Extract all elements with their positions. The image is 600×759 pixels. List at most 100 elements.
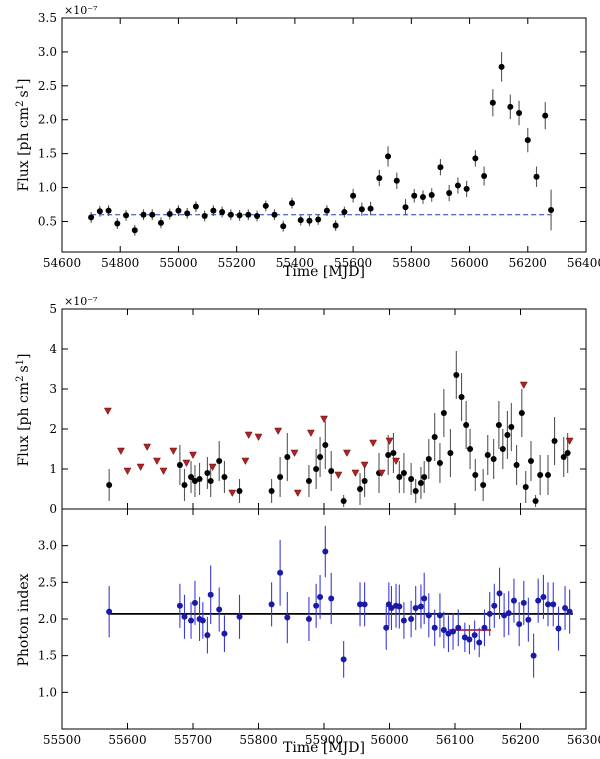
middle-y-label-end: ]: [16, 354, 32, 359]
bottom-x-axis-label: Time [MJD]: [283, 740, 365, 756]
top-y-tick-label: 1.0: [38, 181, 57, 195]
top-y-tick-label: 2.0: [38, 113, 57, 127]
upper-limit-marker: [290, 449, 299, 458]
bottom-x-tick-label: 55500: [43, 733, 81, 747]
top-flux-panel: 0.5 1.0 1.5 2.0 2.5 3.0 3.5 54600 54800 55000 5520…: [15, 4, 600, 280]
data-point: [428, 192, 435, 199]
middle-y-tick-label: 4: [49, 342, 57, 356]
data-point: [297, 217, 304, 224]
data-point: [357, 486, 364, 492]
data-point: [440, 410, 447, 416]
data-point: [417, 603, 424, 610]
data-point: [131, 227, 138, 234]
middle-y-tick-label: 5: [49, 302, 57, 316]
upper-limit-marker: [306, 429, 315, 438]
data-point: [530, 652, 537, 659]
data-point: [268, 488, 275, 494]
data-point: [284, 454, 291, 460]
data-point: [486, 610, 493, 617]
data-point: [149, 211, 156, 218]
bottom-x-tick-label: 55800: [239, 733, 277, 747]
upper-limit-marker: [565, 437, 574, 446]
top-x-tick-label: 56400: [567, 256, 600, 270]
data-point: [181, 613, 188, 620]
data-point: [454, 182, 461, 189]
data-point: [361, 478, 368, 484]
data-point: [419, 194, 426, 201]
data-point: [481, 624, 488, 631]
top-y-tick-label: 0.5: [38, 214, 57, 228]
data-point: [175, 207, 182, 214]
upper-limit-marker: [136, 463, 145, 472]
data-point: [408, 616, 415, 622]
top-x-tick-label: 55800: [392, 256, 430, 270]
data-point: [525, 616, 532, 623]
data-point: [491, 602, 498, 609]
data-point: [361, 601, 368, 608]
data-point: [236, 212, 243, 219]
upper-limit-marker: [274, 427, 283, 436]
middle-axis-ticks: 0 1 2 3 4 5: [49, 302, 587, 516]
upper-limit-marker: [189, 451, 197, 460]
upper-limit-marker: [244, 431, 253, 440]
data-point: [385, 452, 392, 458]
data-point: [445, 630, 452, 637]
top-x-tick-label: 55200: [218, 256, 256, 270]
data-point: [516, 621, 523, 628]
data-point: [207, 478, 214, 484]
bottom-x-tick-label: 56200: [501, 733, 539, 747]
middle-data-marks: [103, 351, 574, 507]
bottom-x-tick-label: 56100: [436, 733, 474, 747]
data-point: [450, 628, 457, 635]
upper-limit-marker: [343, 449, 351, 458]
data-point: [463, 422, 470, 428]
data-point: [277, 474, 284, 480]
bottom-x-tick-label: 55600: [108, 733, 146, 747]
data-point: [412, 488, 419, 494]
data-point: [367, 205, 374, 212]
top-y-axis-label: Flux [ph cm2 s1]: [15, 79, 32, 192]
data-point: [461, 634, 468, 641]
top-y-tick-label: 1.5: [38, 147, 57, 161]
data-point: [455, 624, 462, 631]
middle-plot-frame: [61, 308, 587, 510]
upper-limit-marker: [208, 463, 217, 472]
data-point: [106, 482, 113, 488]
data-point: [106, 608, 113, 615]
data-point: [436, 460, 443, 466]
data-point: [188, 617, 195, 624]
data-point: [305, 478, 312, 484]
upper-limit-marker: [320, 415, 328, 424]
data-point: [551, 438, 558, 444]
upper-limit-marker: [169, 447, 178, 456]
data-point: [481, 173, 488, 180]
data-point: [376, 175, 383, 182]
data-point: [388, 605, 395, 611]
middle-y-tick-label: 0: [49, 502, 57, 516]
data-point: [562, 605, 569, 611]
top-axis-ticks: 0.5 1.0 1.5 2.0 2.5 3.0 3.5 54600 54800 55000 5520…: [38, 11, 600, 270]
data-point: [564, 450, 571, 456]
top-exponent-label: ×10⁻⁷: [64, 4, 98, 17]
data-point: [322, 548, 329, 555]
data-point: [216, 458, 223, 464]
data-point: [254, 213, 261, 220]
data-point: [472, 155, 479, 162]
data-point: [513, 462, 520, 468]
top-x-axis-label: Time [MJD]: [283, 264, 365, 280]
data-point: [412, 605, 419, 611]
data-point: [431, 434, 438, 440]
data-point: [341, 208, 348, 215]
data-point: [390, 450, 397, 456]
data-point: [219, 208, 226, 215]
data-point: [436, 612, 443, 619]
data-point: [236, 613, 243, 620]
data-point: [501, 612, 508, 619]
data-point: [192, 203, 199, 210]
bottom-index-panel: 1.0 1.5 2.0 2.5 3.0 55500 55600 55700 55800 55900…: [16, 508, 600, 756]
data-point: [463, 185, 470, 192]
middle-y-label-main: Flux [ph cm: [16, 382, 32, 467]
data-point: [542, 112, 549, 119]
top-y-tick-label: 2.5: [38, 79, 57, 93]
data-point: [323, 207, 330, 214]
